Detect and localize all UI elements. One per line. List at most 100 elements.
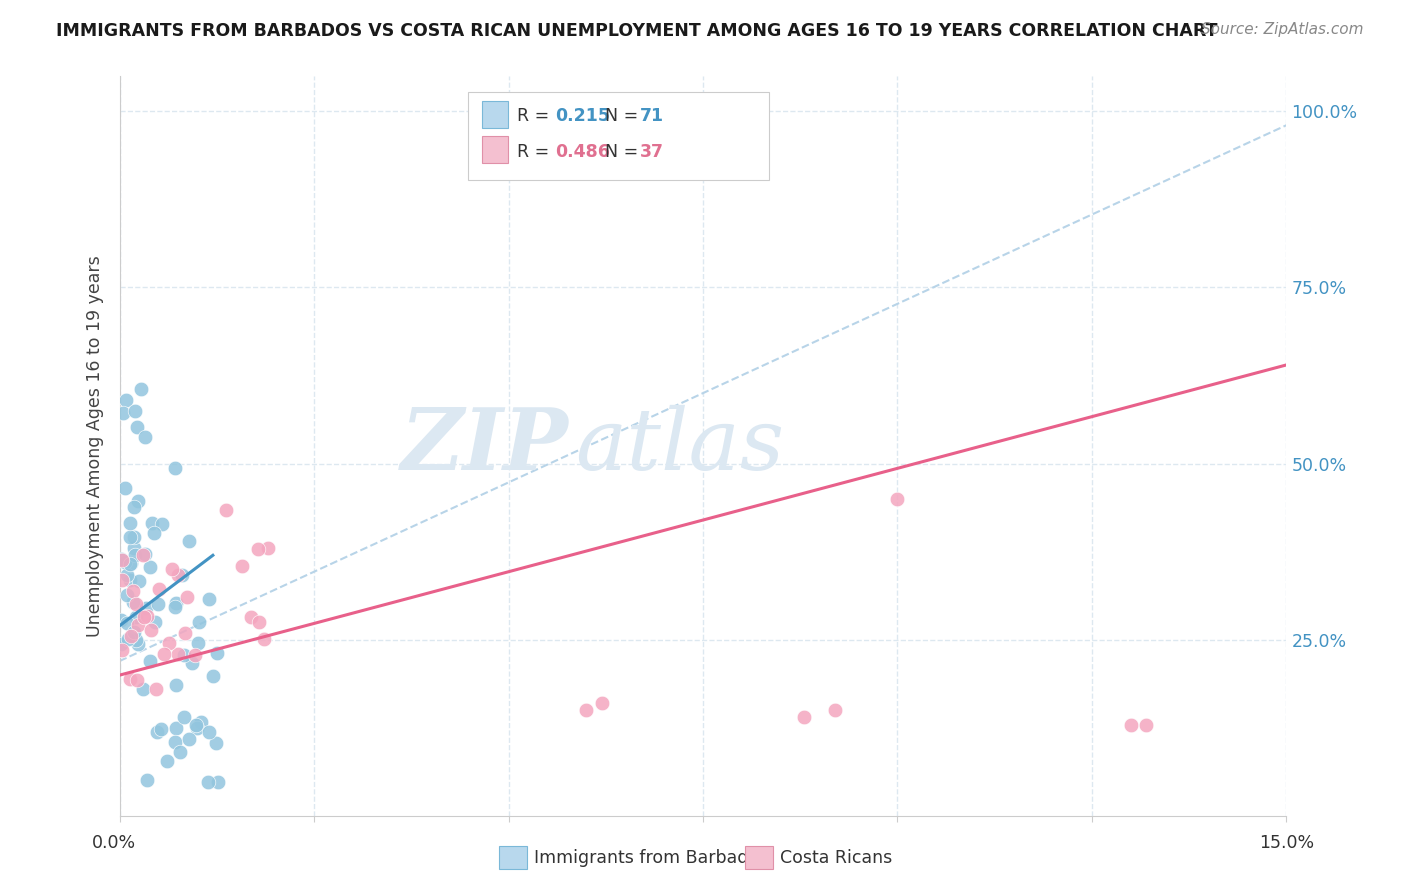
Point (127, 494, 149, 508)
Point (165, 460, 187, 475)
Point (120, 556, 142, 570)
Point (117, 632, 139, 646)
Point (198, 725, 221, 739)
Point (115, 615, 138, 630)
Point (134, 430, 156, 444)
Text: R =: R = (517, 107, 555, 125)
Point (122, 595, 145, 609)
Point (136, 608, 159, 623)
Point (157, 636, 180, 650)
Point (153, 647, 176, 661)
Point (129, 382, 152, 396)
Point (205, 736, 228, 750)
Point (160, 562, 183, 576)
Point (122, 500, 145, 514)
Point (575, 703, 598, 717)
Point (132, 610, 155, 624)
Point (170, 568, 193, 582)
Point (886, 491, 908, 506)
Point (179, 534, 201, 549)
Point (173, 709, 195, 723)
Text: 15.0%: 15.0% (1260, 834, 1315, 852)
Point (150, 723, 173, 737)
Point (150, 517, 173, 532)
Point (165, 721, 187, 735)
Point (249, 615, 271, 629)
Point (138, 560, 160, 574)
Point (166, 648, 188, 662)
Point (187, 635, 209, 649)
Text: N =: N = (605, 143, 644, 161)
Text: R =: R = (517, 143, 555, 161)
Text: IMMIGRANTS FROM BARBADOS VS COSTA RICAN UNEMPLOYMENT AMONG AGES 16 TO 19 YEARS C: IMMIGRANTS FROM BARBADOS VS COSTA RICAN … (56, 22, 1218, 40)
Point (197, 592, 219, 607)
Text: atlas: atlas (575, 405, 783, 487)
Point (120, 530, 142, 544)
Point (197, 775, 219, 789)
Point (111, 552, 134, 566)
Point (110, 637, 132, 651)
Point (176, 590, 198, 604)
Point (165, 735, 187, 749)
Point (793, 710, 815, 724)
Point (120, 629, 142, 643)
Point (239, 610, 262, 624)
Point (120, 672, 142, 686)
Point (187, 615, 209, 629)
Point (207, 775, 229, 789)
Point (125, 610, 148, 624)
Point (205, 646, 228, 660)
Point (127, 637, 149, 651)
Point (156, 754, 179, 768)
Point (184, 717, 207, 731)
Point (142, 525, 165, 540)
Point (114, 481, 136, 495)
Point (124, 549, 146, 563)
Point (231, 558, 253, 573)
Point (135, 601, 157, 615)
Point (111, 574, 134, 588)
Text: Costa Ricans: Costa Ricans (780, 849, 893, 867)
Text: ZIP: ZIP (401, 404, 569, 488)
Point (122, 529, 145, 543)
Point (132, 548, 155, 562)
Point (257, 541, 280, 555)
Point (124, 403, 146, 417)
Point (120, 516, 142, 530)
Point (132, 682, 155, 697)
Point (111, 406, 134, 420)
Point (247, 541, 270, 556)
Point (141, 516, 163, 531)
Text: 0.486: 0.486 (555, 143, 610, 161)
Point (117, 588, 139, 602)
Point (215, 503, 238, 517)
Point (165, 596, 187, 610)
Point (591, 697, 613, 711)
Point (173, 648, 195, 662)
Point (141, 624, 163, 638)
Text: Immigrants from Barbados: Immigrants from Barbados (534, 849, 769, 867)
Point (165, 678, 187, 692)
Text: Source: ZipAtlas.com: Source: ZipAtlas.com (1201, 22, 1364, 37)
Point (253, 632, 276, 646)
Point (1119, 717, 1142, 731)
Point (167, 567, 190, 582)
Point (111, 643, 134, 657)
Point (122, 541, 145, 556)
Point (114, 392, 136, 407)
Point (134, 547, 156, 561)
Point (136, 772, 159, 787)
Point (186, 721, 208, 735)
Point (177, 732, 200, 747)
Point (118, 557, 141, 571)
Point (128, 574, 150, 588)
Point (148, 582, 170, 596)
Point (125, 597, 148, 611)
Point (110, 552, 132, 566)
Point (824, 703, 846, 717)
Point (110, 613, 132, 627)
Point (190, 714, 212, 729)
Point (1135, 717, 1157, 731)
Point (110, 553, 132, 567)
Point (114, 555, 136, 569)
